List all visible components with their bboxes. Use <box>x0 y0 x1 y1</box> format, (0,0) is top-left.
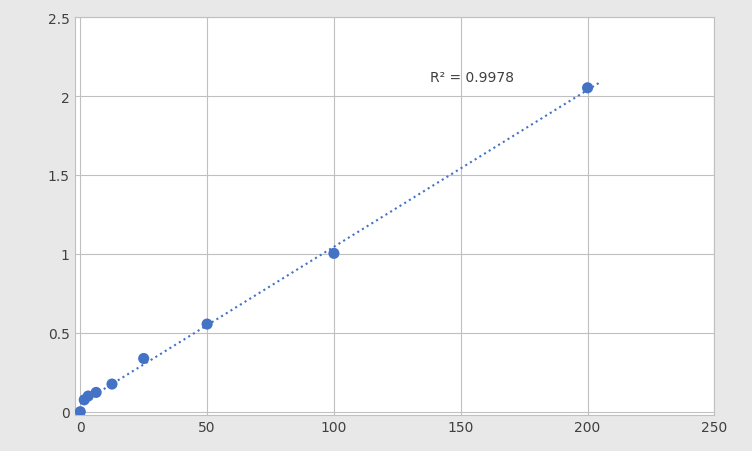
Point <box>581 85 593 92</box>
Point <box>82 392 94 400</box>
Point <box>78 396 90 404</box>
Point <box>106 381 118 388</box>
Point <box>90 389 102 396</box>
Point <box>138 355 150 362</box>
Point <box>74 408 86 415</box>
Text: R² = 0.9978: R² = 0.9978 <box>430 71 514 85</box>
Point <box>328 250 340 258</box>
Point <box>201 321 213 328</box>
